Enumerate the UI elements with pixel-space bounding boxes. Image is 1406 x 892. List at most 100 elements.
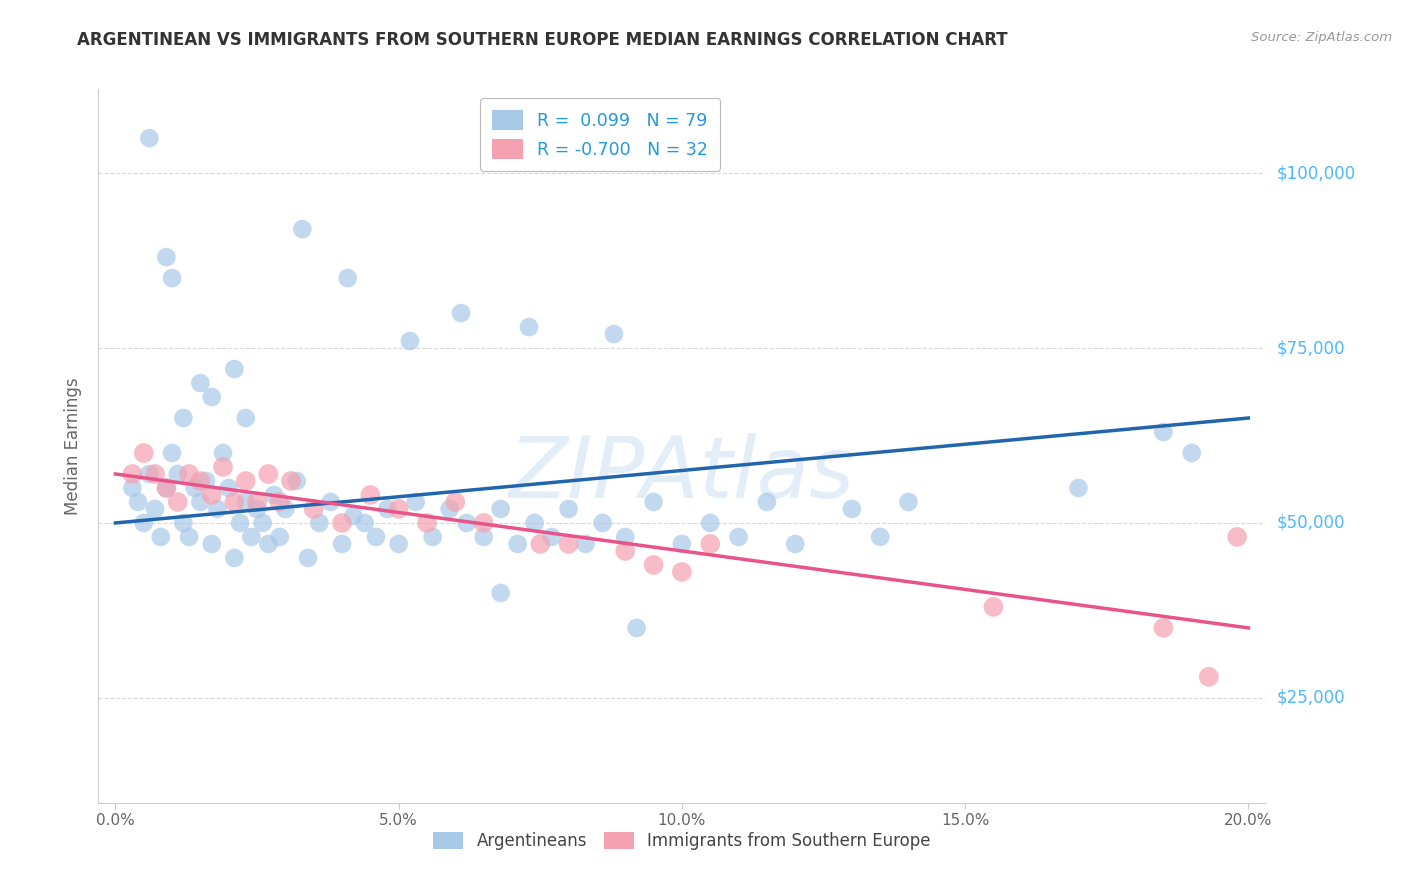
Point: [523, 516, 546, 530]
Point: [489, 586, 512, 600]
Point: [353, 516, 375, 530]
Point: [557, 502, 579, 516]
Point: [121, 481, 143, 495]
Point: [291, 222, 314, 236]
Point: [246, 495, 269, 509]
Point: [330, 516, 353, 530]
Point: [132, 516, 155, 530]
Point: [603, 327, 626, 342]
Text: Source: ZipAtlas.com: Source: ZipAtlas.com: [1251, 31, 1392, 45]
Point: [405, 495, 427, 509]
Point: [1181, 446, 1204, 460]
Point: [224, 495, 246, 509]
Point: [529, 537, 551, 551]
Point: [439, 502, 461, 516]
Point: [201, 390, 224, 404]
Text: ARGENTINEAN VS IMMIGRANTS FROM SOUTHERN EUROPE MEDIAN EARNINGS CORRELATION CHART: ARGENTINEAN VS IMMIGRANTS FROM SOUTHERN …: [77, 31, 1008, 49]
Point: [388, 502, 411, 516]
Point: [212, 460, 235, 475]
Point: [166, 495, 188, 509]
Text: $25,000: $25,000: [1277, 689, 1346, 706]
Point: [127, 495, 149, 509]
Point: [699, 516, 721, 530]
Point: [138, 131, 160, 145]
Text: $75,000: $75,000: [1277, 339, 1346, 357]
Point: [212, 446, 235, 460]
Text: $100,000: $100,000: [1277, 164, 1355, 182]
Point: [190, 474, 212, 488]
Point: [207, 502, 229, 516]
Point: [269, 530, 291, 544]
Point: [375, 502, 398, 516]
Point: [643, 495, 665, 509]
Point: [121, 467, 143, 481]
Point: [450, 306, 472, 320]
Point: [671, 565, 693, 579]
Point: [364, 530, 387, 544]
Point: [869, 530, 891, 544]
Point: [235, 474, 257, 488]
Point: [388, 537, 411, 551]
Point: [240, 530, 263, 544]
Point: [592, 516, 614, 530]
Point: [472, 516, 495, 530]
Point: [155, 481, 177, 495]
Point: [274, 502, 297, 516]
Point: [155, 481, 177, 495]
Point: [626, 621, 648, 635]
Point: [444, 495, 467, 509]
Point: [489, 502, 512, 516]
Point: [671, 537, 693, 551]
Point: [983, 599, 1005, 614]
Point: [257, 537, 280, 551]
Point: [190, 495, 212, 509]
Point: [177, 467, 200, 481]
Point: [195, 474, 218, 488]
Point: [308, 516, 330, 530]
Point: [218, 481, 240, 495]
Point: [575, 537, 598, 551]
Point: [269, 495, 291, 509]
Point: [517, 320, 540, 334]
Point: [235, 495, 257, 509]
Point: [190, 376, 212, 390]
Point: [1152, 621, 1174, 635]
Point: [416, 516, 439, 530]
Point: [841, 502, 863, 516]
Point: [506, 537, 529, 551]
Point: [138, 467, 160, 481]
Point: [285, 474, 308, 488]
Point: [557, 537, 579, 551]
Text: ZIPAtlas: ZIPAtlas: [509, 433, 855, 516]
Point: [1152, 425, 1174, 439]
Point: [252, 516, 274, 530]
Point: [246, 502, 269, 516]
Point: [330, 537, 353, 551]
Point: [155, 250, 177, 264]
Point: [280, 474, 302, 488]
Point: [422, 530, 444, 544]
Point: [399, 334, 422, 348]
Point: [456, 516, 478, 530]
Point: [229, 516, 252, 530]
Y-axis label: Median Earnings: Median Earnings: [65, 377, 83, 515]
Point: [224, 362, 246, 376]
Point: [540, 530, 562, 544]
Point: [224, 550, 246, 565]
Point: [614, 544, 637, 558]
Point: [319, 495, 342, 509]
Point: [183, 481, 205, 495]
Point: [149, 530, 172, 544]
Point: [1226, 530, 1249, 544]
Point: [614, 530, 637, 544]
Point: [359, 488, 381, 502]
Point: [235, 411, 257, 425]
Legend: Argentineans, Immigrants from Southern Europe: Argentineans, Immigrants from Southern E…: [425, 824, 939, 859]
Point: [160, 271, 183, 285]
Point: [263, 488, 285, 502]
Text: $50,000: $50,000: [1277, 514, 1346, 532]
Point: [143, 502, 166, 516]
Point: [336, 271, 359, 285]
Point: [201, 537, 224, 551]
Point: [643, 558, 665, 572]
